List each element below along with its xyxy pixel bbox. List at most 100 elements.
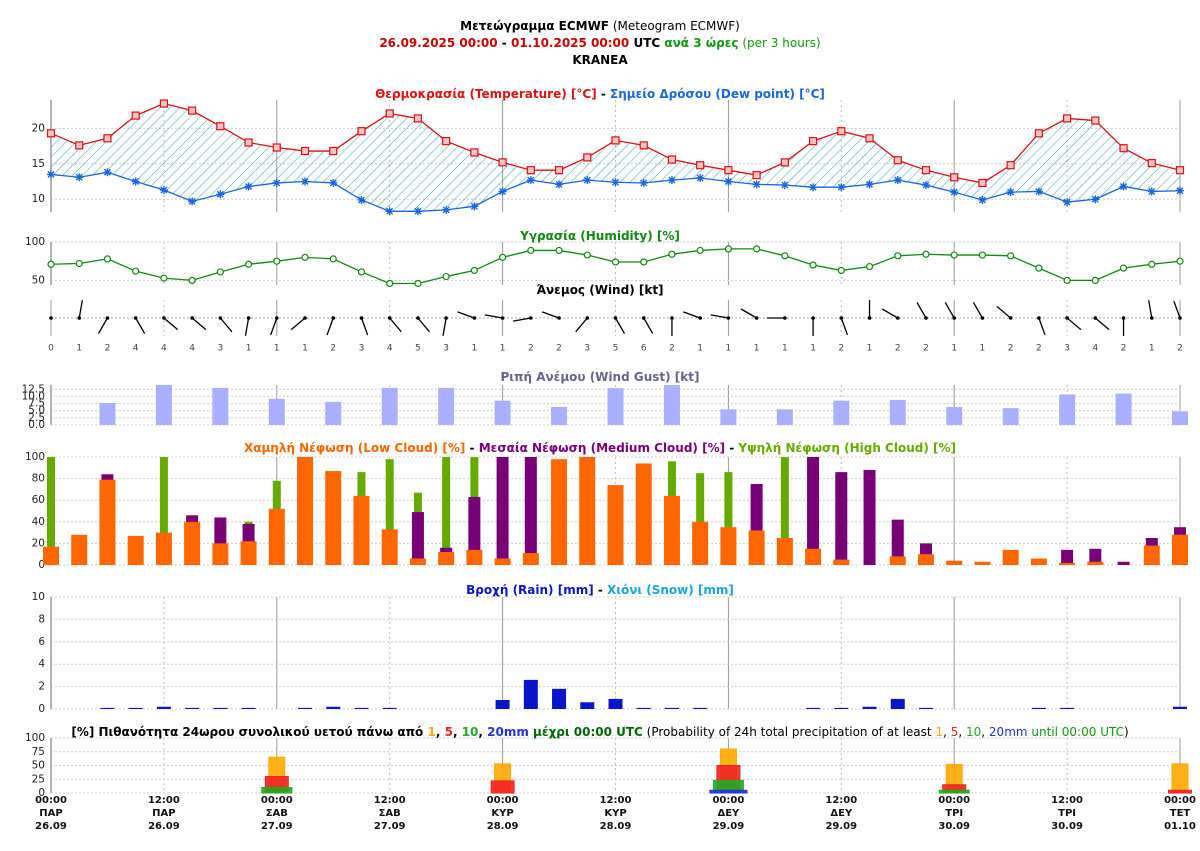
bar [608, 698, 623, 709]
marker [1091, 276, 1099, 284]
bar [325, 401, 342, 425]
bar [212, 387, 229, 425]
marker [244, 260, 253, 268]
header-line: KRANEA [572, 53, 628, 67]
bar [411, 512, 424, 565]
wind-barb [1094, 317, 1110, 331]
header-text: ανά 3 ώρες [660, 36, 738, 50]
bar [1030, 558, 1047, 565]
marker [921, 181, 930, 190]
marker [640, 258, 648, 266]
bar [579, 457, 596, 565]
wind-speed-label: 1 [302, 344, 308, 354]
wind-speed-label: 1 [246, 344, 252, 354]
wind-speed-label: 3 [217, 344, 223, 354]
marker [188, 197, 197, 206]
marker [329, 146, 338, 156]
probability-bar [490, 780, 515, 794]
panel-title: Βροχή (Rain) [mm] - Χιόνι (Snow) [mm] [466, 583, 734, 597]
y-tick-label: 0.0 [28, 419, 45, 431]
marker [921, 166, 931, 175]
x-tick-label: 12:00 ΤΡΙ 30.09 [1051, 795, 1084, 832]
marker [526, 176, 535, 185]
marker [160, 274, 168, 282]
marker [1034, 187, 1043, 196]
wind-speed-label: 1 [810, 344, 816, 354]
y-tick-label: 40 [32, 516, 45, 528]
title-separator: - [725, 441, 738, 455]
marker [639, 141, 648, 150]
wind-barb [643, 317, 654, 334]
bar [805, 548, 822, 565]
y-tick-label: 50 [32, 760, 45, 772]
bar [1173, 706, 1187, 709]
y-tick-label: 50 [32, 274, 45, 286]
bar [1002, 408, 1019, 425]
marker [809, 261, 817, 269]
marker [159, 186, 168, 195]
title-separator: , [436, 725, 445, 739]
wind-barb [972, 302, 983, 319]
marker [386, 279, 394, 288]
legend-entry: 20mm [989, 725, 1028, 739]
marker [555, 180, 564, 189]
x-tick-label: 00:00 ΔΕΥ 29.09 [712, 795, 745, 832]
legend-entry: Βροχή (Rain) [mm] [466, 583, 594, 597]
marker [216, 190, 225, 199]
header-text: 01.10.2025 00:00 [511, 36, 629, 50]
marker [753, 245, 761, 253]
marker [470, 148, 479, 157]
y-tick-label: 0 [38, 703, 45, 715]
y-tick-label: 25 [32, 773, 45, 785]
wind-speed-label: 2 [556, 344, 562, 354]
marker [696, 246, 704, 255]
bar [1060, 707, 1075, 709]
y-tick-label: 100 [25, 451, 45, 463]
marker [1147, 187, 1156, 196]
header-text: - [498, 36, 511, 50]
bar [974, 561, 991, 565]
wind-speed-label: 3 [1064, 344, 1070, 354]
marker [611, 258, 620, 266]
wind-barb [710, 314, 729, 319]
marker [414, 279, 422, 288]
marker [837, 127, 846, 136]
wind-speed-label: 4 [1092, 344, 1098, 354]
marker [47, 260, 55, 268]
title-separator: - [597, 87, 610, 101]
header-text: 26.09.2025 00:00 [379, 36, 497, 50]
bar [1115, 393, 1132, 425]
y-tick-label: 2.5 [28, 412, 45, 424]
marker [583, 153, 592, 162]
wind-barb [1066, 317, 1082, 331]
marker [837, 183, 846, 192]
legend-entry: Χαμηλή Νέφωση (Low Cloud) [%] [244, 441, 465, 455]
legend-entry: Θερμοκρασία (Temperature) [°C] [375, 87, 597, 101]
bar [833, 400, 850, 425]
marker [470, 266, 478, 275]
legend-entry: 5 [951, 725, 959, 739]
bar [780, 457, 789, 565]
marker [1176, 257, 1184, 265]
bar [635, 463, 652, 565]
bar [409, 558, 426, 565]
bar [184, 521, 201, 565]
y-tick-label: 0 [38, 559, 45, 571]
legend-entry: Σημείο Δρόσου (Dew point) [°C] [610, 87, 825, 101]
bar [607, 388, 624, 425]
x-tick-label: 12:00 ΠΑΡ 26.09 [147, 795, 180, 832]
header-text: (Meteogram ECMWF) [609, 19, 740, 33]
bar [552, 688, 567, 709]
wind-station [444, 316, 448, 320]
y-tick-label: 4 [38, 658, 45, 670]
bar [917, 554, 934, 565]
marker [1147, 158, 1156, 168]
bar [946, 560, 963, 565]
header-line: Μετεώγραμμα ECMWF (Meteogram ECMWF) [460, 19, 740, 33]
marker [978, 178, 987, 188]
marker [103, 134, 112, 143]
bar [862, 706, 877, 709]
marker [668, 250, 676, 258]
wind-speed-label: 1 [754, 344, 760, 354]
marker [1034, 129, 1043, 138]
